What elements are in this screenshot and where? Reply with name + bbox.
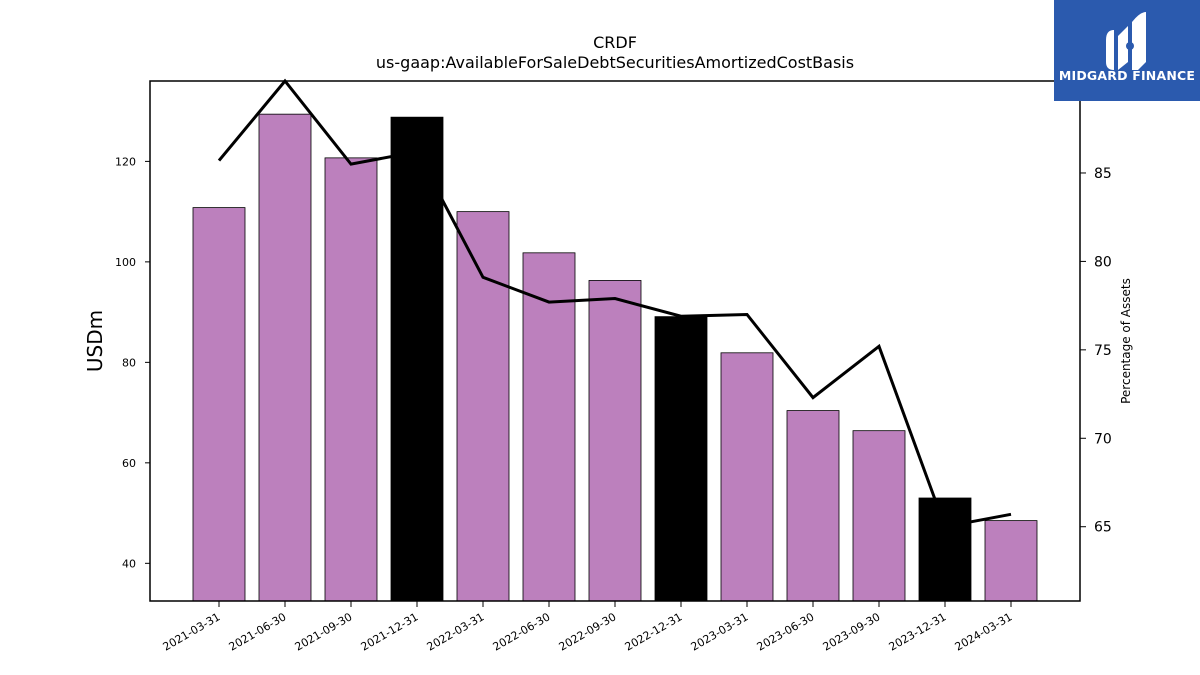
bar xyxy=(852,430,906,602)
bar xyxy=(324,157,378,602)
bar xyxy=(390,116,444,602)
bar xyxy=(258,113,312,602)
x-tick-label: 2021-03-31 xyxy=(161,610,223,653)
bar-layer xyxy=(192,113,1038,602)
chart-title: CRDF xyxy=(593,33,637,52)
x-tick-label: 2023-03-31 xyxy=(689,610,751,653)
y-axis-label: USDm xyxy=(83,310,107,372)
y-tick-label: 60 xyxy=(122,457,136,470)
y2-tick-label: 85 xyxy=(1094,166,1112,182)
series-line xyxy=(217,78,1012,529)
bar xyxy=(918,497,972,602)
y-tick-label: 120 xyxy=(115,155,136,168)
x-tick-label: 2021-09-30 xyxy=(293,610,355,653)
chart-subtitle: us-gaap:AvailableForSaleDebtSecuritiesAm… xyxy=(376,53,854,72)
plot-frame xyxy=(149,80,1081,602)
x-tick-label: 2021-12-31 xyxy=(359,610,421,653)
bar xyxy=(720,352,774,602)
y-tick-label: 100 xyxy=(115,256,136,269)
y2-axis-label: Percentage of Assets xyxy=(1119,278,1133,404)
right-axis-ticks: 65 70 75 80 85 xyxy=(1080,166,1112,536)
bar xyxy=(654,316,708,602)
x-tick-label: 2024-03-31 xyxy=(953,610,1015,653)
bar xyxy=(522,252,576,602)
logo: MIDGARD FINANCE xyxy=(1054,0,1200,101)
x-tick-label: 2022-06-30 xyxy=(491,610,553,653)
x-tick-label: 2022-03-31 xyxy=(425,610,487,653)
x-tick-label: 2021-06-30 xyxy=(227,610,289,653)
bar xyxy=(984,520,1038,602)
bar xyxy=(786,410,840,602)
y2-tick-label: 75 xyxy=(1094,343,1112,359)
y-tick-label: 40 xyxy=(122,557,136,570)
x-tick-label: 2023-09-30 xyxy=(821,610,883,653)
x-tick-label: 2022-09-30 xyxy=(557,610,619,653)
y2-tick-label: 70 xyxy=(1094,431,1112,447)
x-tick-label: 2023-06-30 xyxy=(755,610,817,653)
midgard-monogram-icon xyxy=(1054,0,1200,101)
x-tick-label: 2022-12-31 xyxy=(623,610,685,653)
bar xyxy=(456,211,510,602)
y2-tick-label: 65 xyxy=(1094,520,1112,536)
bar xyxy=(588,280,642,602)
logo-text: MIDGARD FINANCE xyxy=(1058,68,1196,83)
bar xyxy=(192,207,246,602)
x-tick-label: 2023-12-31 xyxy=(887,610,949,653)
x-axis-ticks: 2021-03-31 2021-06-30 2021-09-30 2021-12-31… xyxy=(161,601,1015,654)
left-axis-ticks: 40 60 80 100 120 xyxy=(115,155,150,570)
line-layer xyxy=(217,78,1012,529)
y-tick-label: 80 xyxy=(122,356,136,369)
y2-tick-label: 80 xyxy=(1094,254,1112,270)
